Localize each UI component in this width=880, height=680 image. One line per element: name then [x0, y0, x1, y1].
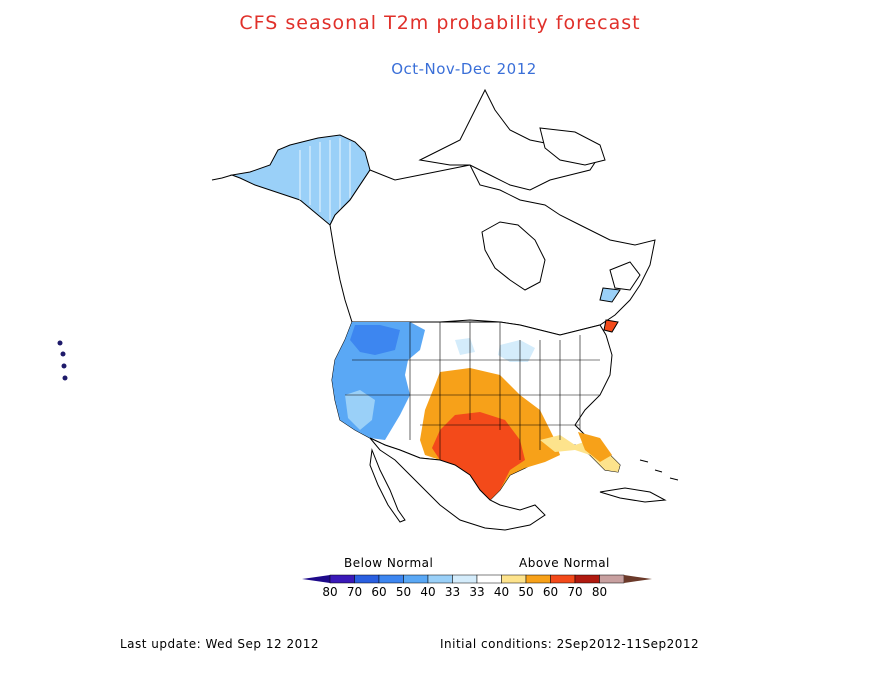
- hawaii-island: [61, 363, 67, 369]
- newfoundland: [609, 261, 641, 291]
- colorbar-cell: [599, 574, 625, 584]
- aleutian-islands: [211, 174, 233, 181]
- state-lines: [345, 322, 600, 460]
- mexico-land: [369, 437, 546, 531]
- cuba: [599, 487, 667, 503]
- colorbar-tick-label: 33: [445, 585, 460, 599]
- nova-scotia: [599, 287, 621, 303]
- colorbar-tick-label: 60: [371, 585, 386, 599]
- colorbar-tick-label: 40: [494, 585, 509, 599]
- great-lakes-pale: [498, 340, 535, 362]
- north-america-map: [57, 88, 679, 531]
- hudson-bay: [481, 221, 546, 291]
- colorbar-tick-label: 40: [420, 585, 435, 599]
- legend-colorbar: 80 70 60 50 40 33 33 40 50 60 70 80: [302, 574, 652, 599]
- chart-title: CFS seasonal T2m probability forecast: [239, 12, 641, 34]
- colorbar-cell: [525, 574, 551, 584]
- texas-warm-60: [432, 412, 525, 500]
- colorbar-tick-label: 80: [322, 585, 337, 599]
- colorbar-cell: [452, 574, 478, 584]
- colorbar-tick-label: 50: [518, 585, 533, 599]
- last-update-text: Last update: Wed Sep 12 2012: [120, 637, 319, 651]
- bahamas: [639, 459, 679, 481]
- colorbar-tick-label: 50: [396, 585, 411, 599]
- florida-warm-50: [578, 432, 612, 462]
- hawaii-island: [57, 340, 63, 346]
- alaska-region: [230, 134, 371, 226]
- hawaii-island: [62, 375, 68, 381]
- baja-california: [369, 448, 406, 523]
- southeast-warm-40: [540, 435, 620, 472]
- colorbar-cell: [574, 574, 600, 584]
- colorbar-cell: [427, 574, 453, 584]
- colorbar-end-left: [302, 575, 330, 583]
- hawaii-island: [60, 351, 66, 357]
- colorbar-cell: [501, 574, 527, 584]
- colorbar-tick-label: 70: [567, 585, 582, 599]
- northwest-cold-core: [350, 325, 400, 355]
- chart-subtitle: Oct-Nov-Dec 2012: [391, 60, 537, 78]
- colorbar-tick-label: 70: [347, 585, 362, 599]
- colorbar-tick-label: 60: [543, 585, 558, 599]
- colorbar-cell: [329, 574, 355, 584]
- above-normal-label: Above Normal: [519, 556, 610, 570]
- colorbar-end-right: [624, 575, 652, 583]
- colorbar-tick-label: 80: [592, 585, 607, 599]
- maine-warm: [603, 319, 619, 333]
- colorbar-cell: [354, 574, 380, 584]
- below-normal-label: Below Normal: [344, 556, 434, 570]
- colorbar-cell: [550, 574, 576, 584]
- colorbar-tick-label: 33: [469, 585, 484, 599]
- colorbar-cell: [403, 574, 429, 584]
- california-pale: [345, 390, 375, 430]
- colorbar-cell: [378, 574, 404, 584]
- initial-conditions-text: Initial conditions: 2Sep2012-11Sep2012: [440, 637, 700, 651]
- alaska-hatch: [299, 138, 351, 220]
- arctic-island-east: [539, 127, 606, 166]
- colorbar-cell: [476, 574, 502, 584]
